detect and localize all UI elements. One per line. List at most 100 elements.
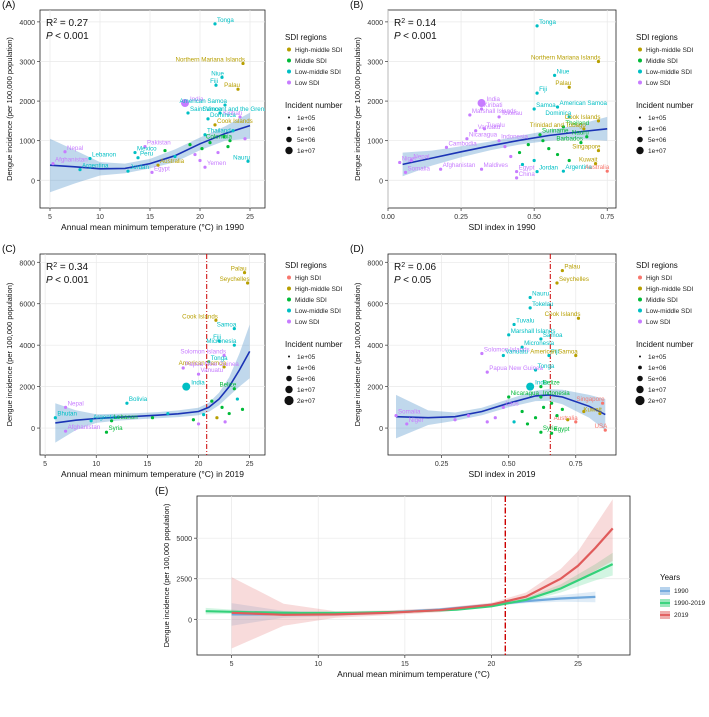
point-label: Egypt xyxy=(154,165,170,172)
point-label: Palau xyxy=(564,264,580,271)
point-label: Fiji xyxy=(210,78,218,85)
data-point xyxy=(405,422,409,426)
point-label: Cook Islands xyxy=(545,311,581,318)
plot-area xyxy=(39,9,266,209)
legend-swatch xyxy=(638,275,642,280)
legend-title: Years xyxy=(660,573,680,582)
data-point xyxy=(479,167,484,171)
data-point xyxy=(63,150,67,154)
data-point xyxy=(574,353,578,358)
legend-item: Low-middle SDI xyxy=(646,308,692,315)
legend: Years 1990 1990-2019 2019 xyxy=(660,573,705,619)
data-point xyxy=(398,160,402,165)
point-label: Marshall Islands xyxy=(511,328,556,335)
data-point xyxy=(182,382,191,391)
point-label: India xyxy=(190,96,204,103)
point-label: Laos xyxy=(505,400,518,407)
y-tick-label: 4000 xyxy=(367,20,383,27)
size-legend-swatch xyxy=(638,365,642,370)
data-point xyxy=(444,145,449,150)
y-tick-label: 0 xyxy=(31,178,35,185)
data-point xyxy=(166,411,170,416)
series-line xyxy=(205,563,614,615)
data-point xyxy=(547,147,551,151)
point-label: Nauru xyxy=(233,154,250,161)
data-point xyxy=(567,115,571,119)
data-point xyxy=(136,156,140,160)
data-point xyxy=(173,154,177,159)
y-axis-label: Dengue incidence (per 100,000 population… xyxy=(5,282,14,426)
series-ribbon xyxy=(231,499,613,649)
data-point xyxy=(503,145,507,149)
x-tick-label: 25 xyxy=(574,661,582,668)
data-point xyxy=(246,159,250,163)
plot-content: Palau Seychelles Cook Islands Samoa FijiMicr… xyxy=(53,254,251,455)
data-point xyxy=(242,271,247,275)
x-axis-label: SDI index in 2019 xyxy=(468,469,535,479)
data-point xyxy=(528,306,532,310)
data-point xyxy=(222,365,226,369)
size-legend-item: 1e+06 xyxy=(648,365,667,372)
plot-area xyxy=(39,253,266,456)
data-point xyxy=(582,409,586,414)
point-label: Argentina xyxy=(82,163,109,170)
size-legend-item: 1e+07 xyxy=(297,387,316,394)
size-legend-swatch xyxy=(284,395,294,406)
size-legend-title: Incident number xyxy=(285,101,343,110)
legend: SDI regions High SDI High-middle SDI Middle… xyxy=(635,261,694,406)
plot-area xyxy=(387,253,617,456)
y-tick-label: 1000 xyxy=(19,139,35,146)
data-point xyxy=(104,430,109,434)
data-point xyxy=(51,162,55,166)
point-label: Indonesia xyxy=(543,390,570,397)
point-label: Bhutan xyxy=(57,411,77,418)
data-point xyxy=(465,137,469,141)
data-point xyxy=(218,111,222,115)
data-point xyxy=(156,163,160,167)
size-legend-item: 1e+07 xyxy=(648,387,667,394)
point-label: Australia xyxy=(585,164,610,171)
point-label: American Samoa xyxy=(180,98,228,105)
panel-label: (A) xyxy=(2,0,15,11)
data-point xyxy=(208,141,212,145)
data-point xyxy=(181,99,189,108)
legend-swatch xyxy=(287,69,291,74)
point-label: Singapore xyxy=(572,144,601,151)
size-legend-item: 2e+07 xyxy=(648,398,667,405)
x-tick-label: 0.00 xyxy=(381,214,395,221)
data-point xyxy=(532,158,536,163)
data-point xyxy=(567,158,571,163)
plot-content xyxy=(205,496,614,655)
data-point xyxy=(560,268,564,273)
r-squared-value: 0.34 xyxy=(69,262,89,273)
x-tick-label: 25 xyxy=(246,214,254,221)
y-tick-label: 0 xyxy=(188,617,192,624)
data-point xyxy=(246,281,250,285)
y-axis-label: Dengue incidence (per 100,000 population… xyxy=(353,282,362,426)
plot-content: Palau Seychelles Nauru Tokelau Cook Islands T… xyxy=(394,254,608,455)
point-label: Cook Islands xyxy=(182,313,218,320)
legend: SDI regions High-middle SDI Middle SDI Low-… xyxy=(636,33,694,155)
panel-label: (B) xyxy=(350,0,363,11)
point-label: Solomon Islands xyxy=(180,349,226,356)
legend-item: High-middle SDI xyxy=(646,47,694,54)
y-tick-label: 6000 xyxy=(19,302,35,309)
panel-b: 0 1000 2000 3000 4000 0.00 0.25 0.50 0.75 SDI ind… xyxy=(350,0,617,232)
x-tick-label: 0.75 xyxy=(569,461,583,468)
data-point xyxy=(520,162,525,167)
size-legend-title: Incident number xyxy=(636,101,694,110)
point-label: Vanuatu xyxy=(478,124,501,131)
x-tick-label: 0.50 xyxy=(502,461,516,468)
x-tick-label: 20 xyxy=(488,661,496,668)
confidence-band xyxy=(396,389,606,439)
data-point xyxy=(561,169,565,173)
size-legend-swatch xyxy=(639,355,641,358)
legend-item: Middle SDI xyxy=(295,297,327,304)
x-tick-label: 15 xyxy=(143,461,151,468)
panel-label: (C) xyxy=(2,244,16,255)
data-point xyxy=(596,148,601,153)
point-label: Nepal xyxy=(68,400,84,407)
point-label: India xyxy=(191,380,205,387)
data-point xyxy=(509,154,513,159)
